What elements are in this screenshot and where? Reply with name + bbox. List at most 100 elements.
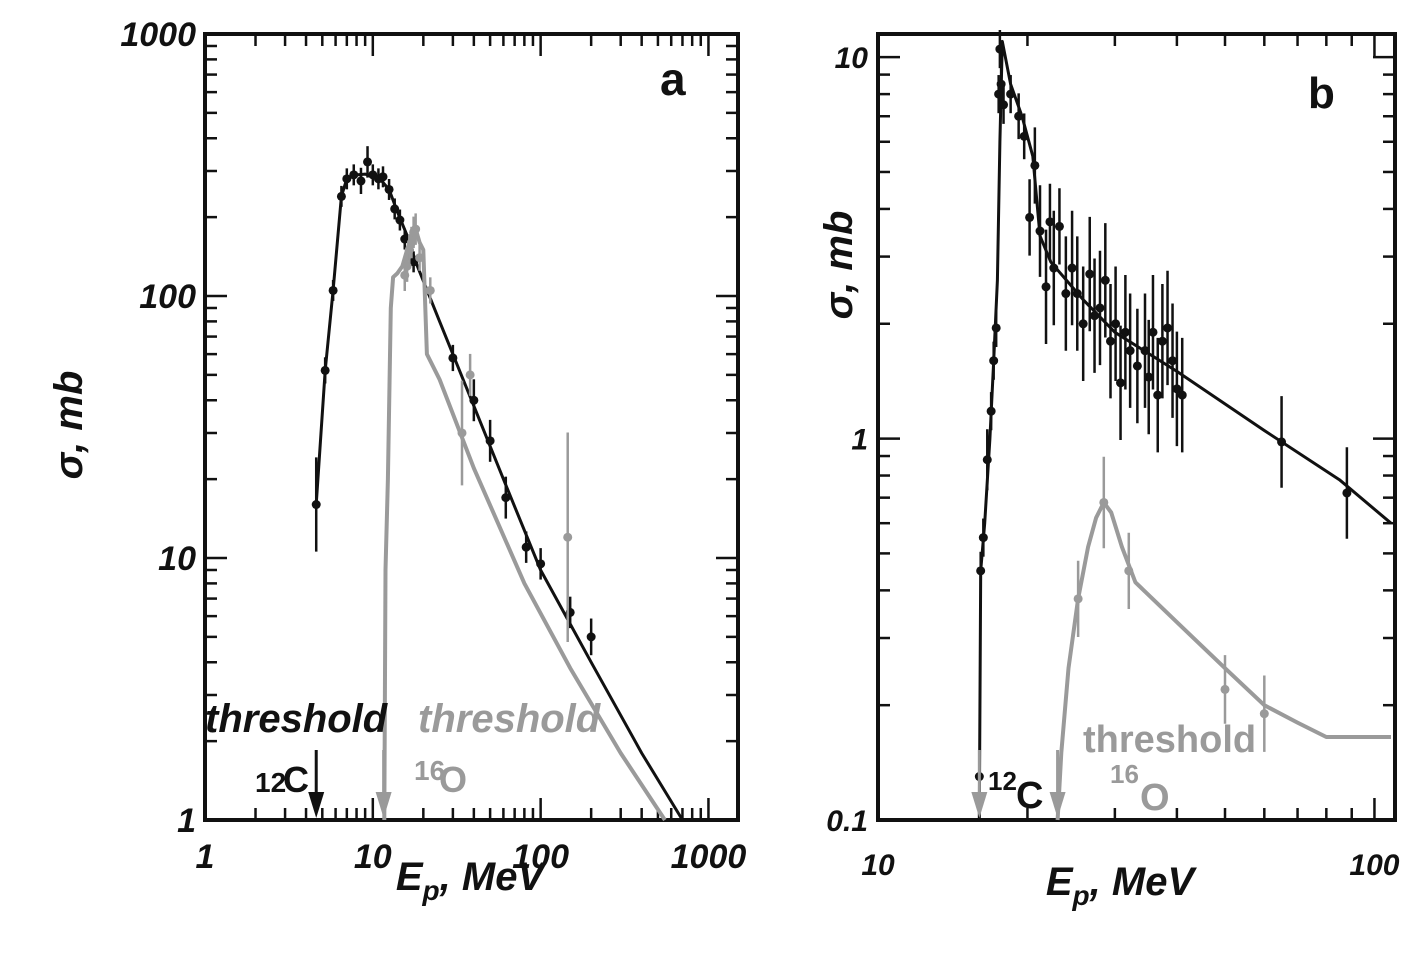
y-tick-label: 10 [158,540,196,578]
data-point [1095,303,1105,313]
data-point [1144,372,1154,382]
data-point [1124,566,1134,576]
data-point [320,365,330,375]
threshold-arrow-head [375,792,392,818]
data-point [982,455,992,465]
annotation-text: 16 [414,755,445,786]
x-axis-title: Ep, MeV [396,855,548,906]
annotation-text: threshold [418,697,602,741]
data-point [1035,226,1045,236]
data-point [991,323,1001,333]
data-point [1099,497,1109,507]
data-point [1090,311,1100,321]
data-point [1177,390,1187,400]
data-point [1045,217,1055,227]
x-axis-title-sub: p [422,875,440,906]
data-point [1163,323,1173,333]
data-point [1120,327,1130,337]
data-point [1049,263,1059,273]
data-point [1132,361,1142,371]
data-point [1153,390,1163,400]
data-point [1148,327,1158,337]
x-axis-title: Ep, MeV [1046,860,1198,911]
data-point [1277,437,1287,447]
panel-letter: b [1308,69,1335,118]
data-point [336,191,346,201]
x-tick-label: 10 [861,849,895,882]
data-point [378,172,388,182]
data-point [1157,336,1167,346]
data-point [411,224,421,234]
data-point [986,406,996,416]
data-point [586,632,596,642]
data-point [1030,160,1040,170]
data-point [384,184,394,194]
x-axis-title-rest: , MeV [439,855,548,899]
data-point [1078,319,1088,329]
x-tick-label: 100 [1349,849,1399,882]
data-point [1259,709,1269,719]
data-point [328,285,338,295]
threshold-arrow-head [1049,792,1066,818]
panel-a: 1 10 100 1000 1 10 100 1000 σ, mb Ep, MeV a thresho… [47,16,746,906]
data-point [415,253,425,263]
data-point [400,234,410,244]
data-point [1220,684,1230,694]
data-point [1006,89,1016,99]
annotation-text: C [283,759,309,800]
data-point [1041,282,1051,292]
data-point [425,285,435,295]
data-point [1061,289,1071,299]
panel-b: 10 100 0.1 1 10 σ, mb Ep, MeV b threshold 12 C 16O [817,29,1400,911]
data-point [1014,111,1024,121]
y-axis-title: σ, mb [47,371,91,480]
plot-frame [203,32,740,822]
x-tick-label: 1000 [671,838,747,876]
annotation-text: C [1016,775,1043,817]
data-point [342,174,352,184]
data-point [395,215,405,225]
y-tick-label: 10 [835,42,869,75]
data-point [536,559,546,569]
data-point [1067,263,1077,273]
data-point [311,500,321,510]
data-point [521,542,531,552]
data-point [356,176,366,186]
data-point [1106,336,1116,346]
x-axis-title-main: E [396,855,424,899]
series-16O [382,213,667,822]
x-axis-title-rest: , MeV [1089,860,1198,904]
annotation-text: threshold [205,697,389,741]
annotation-text: O [439,759,467,800]
axis-ticks [203,32,738,822]
data-point [1168,356,1178,366]
series-16O [1055,456,1391,821]
data-point [1342,488,1352,498]
data-point [1054,221,1064,231]
y-axis-title: σ, mb [817,211,861,320]
series-12C [974,29,1392,821]
data-point [448,353,458,363]
x-tick-label: 10 [354,838,392,876]
annotation-text: threshold [1083,719,1256,761]
y-tick-label: 0.1 [826,805,868,838]
data-point [363,157,373,167]
data-point [563,532,573,542]
data-point [1140,346,1150,356]
data-point [1125,346,1135,356]
data-point [469,395,479,405]
data-point [465,370,475,380]
data-point [1172,384,1182,394]
data-point [1073,594,1083,604]
y-tick-label: 1 [177,802,196,840]
data-point [390,204,400,214]
data-point [1025,212,1035,222]
threshold-arrow-head [971,792,988,818]
data-point [976,566,986,576]
axis-ticks [876,34,1395,822]
threshold-arrow-head [308,792,325,818]
data-point [349,170,359,180]
data-point [1019,131,1029,141]
panel-letter: a [660,53,686,105]
